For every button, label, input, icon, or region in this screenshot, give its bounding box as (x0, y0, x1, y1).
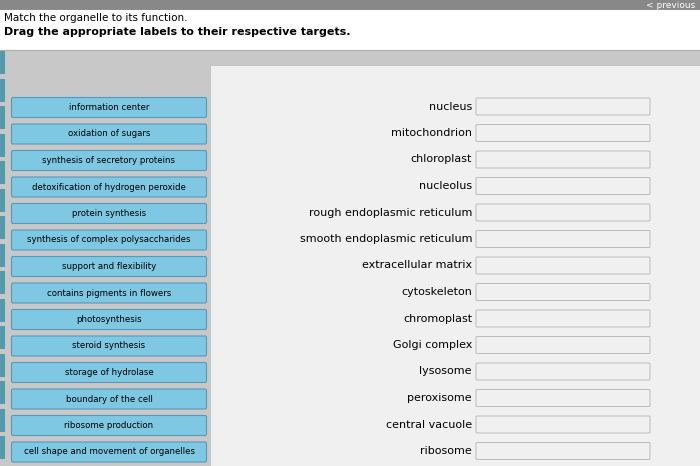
Text: synthesis of complex polysaccharides: synthesis of complex polysaccharides (27, 235, 190, 245)
Bar (0, 381, 4, 403)
FancyBboxPatch shape (476, 257, 650, 274)
FancyBboxPatch shape (11, 336, 206, 356)
Text: cytoskeleton: cytoskeleton (401, 287, 472, 297)
Text: support and flexibility: support and flexibility (62, 262, 156, 271)
FancyBboxPatch shape (11, 283, 206, 303)
Text: chloroplast: chloroplast (411, 155, 472, 164)
Text: steroid synthesis: steroid synthesis (72, 342, 146, 350)
FancyBboxPatch shape (476, 231, 650, 247)
FancyBboxPatch shape (11, 97, 206, 117)
Text: rough endoplasmic reticulum: rough endoplasmic reticulum (309, 207, 472, 218)
Text: synthesis of secretory proteins: synthesis of secretory proteins (43, 156, 176, 165)
FancyBboxPatch shape (11, 363, 206, 383)
Text: Drag the appropriate labels to their respective targets.: Drag the appropriate labels to their res… (4, 27, 351, 37)
Text: mitochondrion: mitochondrion (391, 128, 472, 138)
Bar (0, 10, 700, 50)
Text: smooth endoplasmic reticulum: smooth endoplasmic reticulum (300, 234, 472, 244)
Bar (0, 50, 700, 51)
FancyBboxPatch shape (476, 363, 650, 380)
Bar (0, 354, 4, 376)
Bar (0, 106, 4, 128)
FancyBboxPatch shape (11, 230, 206, 250)
Text: boundary of the cell: boundary of the cell (66, 395, 153, 404)
Text: chromoplast: chromoplast (403, 314, 472, 323)
Text: nucleus: nucleus (428, 102, 472, 111)
Bar (0, 271, 4, 293)
FancyBboxPatch shape (476, 416, 650, 433)
Text: nucleolus: nucleolus (419, 181, 472, 191)
FancyBboxPatch shape (11, 177, 206, 197)
Bar (0, 133, 4, 156)
FancyBboxPatch shape (11, 442, 206, 462)
Text: detoxification of hydrogen peroxide: detoxification of hydrogen peroxide (32, 183, 186, 192)
FancyBboxPatch shape (11, 256, 206, 276)
FancyBboxPatch shape (476, 124, 650, 142)
Text: photosynthesis: photosynthesis (76, 315, 142, 324)
Bar (0, 51, 700, 466)
Bar (0, 299, 4, 321)
FancyBboxPatch shape (476, 204, 650, 221)
Text: extracellular matrix: extracellular matrix (362, 260, 472, 270)
Text: ribosome production: ribosome production (64, 421, 153, 430)
Text: peroxisome: peroxisome (407, 393, 472, 403)
FancyBboxPatch shape (476, 98, 650, 115)
Text: protein synthesis: protein synthesis (72, 209, 146, 218)
FancyBboxPatch shape (476, 443, 650, 459)
Text: information center: information center (69, 103, 149, 112)
Bar (0, 436, 4, 458)
FancyBboxPatch shape (11, 416, 206, 436)
FancyBboxPatch shape (11, 389, 206, 409)
Text: contains pigments in flowers: contains pigments in flowers (47, 288, 171, 297)
Bar (0, 244, 4, 266)
Text: oxidation of sugars: oxidation of sugars (68, 130, 150, 138)
Bar (0, 216, 4, 238)
FancyBboxPatch shape (11, 309, 206, 329)
Bar (0, 0, 700, 10)
FancyBboxPatch shape (476, 283, 650, 301)
Text: storage of hydrolase: storage of hydrolase (64, 368, 153, 377)
Text: ribosome: ribosome (420, 446, 472, 456)
Text: cell shape and movement of organelles: cell shape and movement of organelles (24, 447, 195, 457)
FancyBboxPatch shape (476, 151, 650, 168)
Bar (0, 326, 4, 348)
Bar (0, 189, 4, 211)
Text: Match the organelle to its function.: Match the organelle to its function. (4, 13, 188, 23)
FancyBboxPatch shape (11, 204, 206, 224)
FancyBboxPatch shape (476, 178, 650, 194)
Bar (0, 78, 4, 101)
Text: lysosome: lysosome (419, 366, 472, 377)
Bar (0, 161, 4, 183)
FancyBboxPatch shape (476, 336, 650, 354)
FancyBboxPatch shape (11, 124, 206, 144)
FancyBboxPatch shape (11, 151, 206, 171)
Bar (210, 65, 700, 466)
Text: < previous: < previous (645, 0, 695, 9)
FancyBboxPatch shape (476, 390, 650, 406)
Bar (0, 51, 4, 73)
Bar (0, 409, 4, 431)
FancyBboxPatch shape (476, 310, 650, 327)
Text: Golgi complex: Golgi complex (393, 340, 472, 350)
Text: central vacuole: central vacuole (386, 419, 472, 430)
